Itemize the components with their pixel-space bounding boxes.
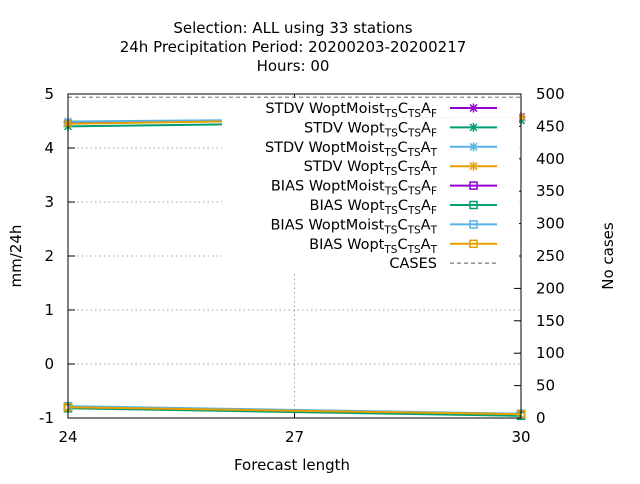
legend-label: STDV WoptMoistTSCTSAF	[265, 101, 437, 120]
legend-bg	[222, 136, 519, 157]
legend-label: BIAS WoptTSCTSAF	[310, 198, 438, 217]
title-line: 24h Precipitation Period: 20200203-20200…	[120, 38, 467, 56]
legend-marker	[469, 239, 478, 249]
y2-tick-label: 50	[536, 377, 555, 395]
legend-marker	[469, 181, 478, 190]
legend-bg	[222, 214, 519, 234]
legend-marker	[469, 103, 478, 113]
legend-bg	[222, 253, 519, 273]
legend-item: BIAS WoptTSCTSAF	[222, 195, 519, 217]
series-line	[67, 407, 522, 417]
legend-item: BIAS WoptMoistTSCTSAT	[222, 214, 519, 236]
legend-bg	[222, 195, 519, 215]
legend-item: BIAS WoptTSCTSAT	[222, 233, 519, 256]
y2-tick-label: 350	[536, 182, 565, 200]
y2-axis-label: No cases	[599, 222, 617, 290]
legend-marker	[469, 161, 478, 171]
legend-marker	[469, 220, 478, 229]
legend-label: BIAS WoptTSCTSAT	[309, 237, 437, 256]
x-tick-label: 24	[58, 428, 77, 446]
legend-item: STDV WoptTSCTSAF	[222, 117, 519, 139]
legend-bg	[222, 233, 519, 254]
legend-label: CASES	[389, 256, 437, 272]
plot-frame	[67, 93, 522, 419]
legend-label: STDV WoptTSCTSAF	[304, 120, 437, 139]
legend-label: STDV WoptTSCTSAT	[304, 159, 438, 178]
y2-tick-label: 100	[536, 344, 565, 362]
y2-tick-label: 200	[536, 279, 565, 297]
title-line: Selection: ALL using 33 stations	[173, 19, 412, 37]
y2-tick-label: 0	[536, 409, 546, 427]
legend-item: CASES	[222, 253, 519, 273]
x-tick-label: 27	[285, 428, 304, 446]
legend-marker	[469, 122, 478, 132]
legend-marker	[469, 142, 478, 152]
y2-tick-label: 250	[536, 247, 565, 265]
legend-bg	[222, 98, 519, 118]
axis-ticks: -101234505010015020025030035040045050024…	[39, 85, 565, 446]
series-line	[67, 406, 522, 416]
y2-tick-label: 450	[536, 117, 565, 135]
y-tick-label: 1	[44, 301, 54, 319]
y2-tick-label: 500	[536, 85, 565, 103]
y2-tick-label: 300	[536, 215, 565, 233]
title-line: Hours: 00	[257, 57, 330, 75]
x-axis-label: Forecast length	[234, 456, 350, 474]
y-tick-label: 2	[44, 247, 54, 265]
legend-item: STDV WoptMoistTSCTSAT	[222, 136, 519, 159]
x-tick-label: 30	[511, 428, 530, 446]
legend-item: STDV WoptTSCTSAT	[222, 156, 519, 178]
legend-bg	[222, 117, 519, 137]
y-tick-label: 4	[44, 139, 54, 157]
legend-item: STDV WoptMoistTSCTSAF	[222, 98, 519, 120]
legend-marker	[469, 200, 478, 210]
y2-tick-label: 400	[536, 150, 565, 168]
legend-bg	[222, 156, 519, 176]
legend-item: BIAS WoptMoistTSCTSAF	[222, 175, 519, 198]
y-tick-label: 0	[44, 355, 54, 373]
legend-label: STDV WoptMoistTSCTSAT	[265, 140, 438, 159]
legend-bg	[222, 175, 519, 195]
y-tick-label: -1	[39, 409, 54, 427]
y2-tick-label: 150	[536, 312, 565, 330]
y-axis-label: mm/24h	[7, 225, 25, 288]
legend-label: BIAS WoptMoistTSCTSAT	[270, 217, 437, 236]
y-tick-label: 3	[44, 193, 54, 211]
y-tick-label: 5	[44, 85, 54, 103]
legend-label: BIAS WoptMoistTSCTSAF	[271, 179, 437, 198]
